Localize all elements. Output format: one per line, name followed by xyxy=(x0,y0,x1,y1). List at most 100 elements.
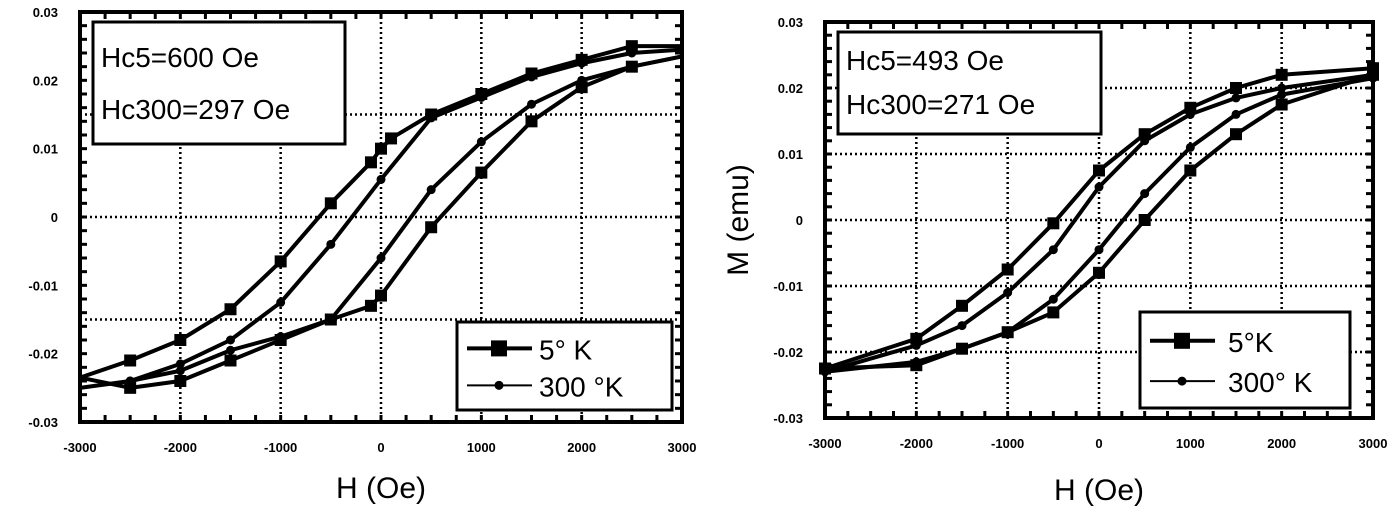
data-point xyxy=(1138,214,1151,226)
coercivity-annotation: Hc5=600 Oe xyxy=(101,42,259,73)
data-point xyxy=(124,354,137,367)
data-point xyxy=(1093,164,1105,177)
data-point xyxy=(956,299,968,312)
data-point xyxy=(426,113,436,123)
legend-label: 300 °K xyxy=(539,371,624,402)
data-point xyxy=(575,81,588,94)
data-point xyxy=(224,303,237,316)
x-tick-label: 2000 xyxy=(567,440,596,455)
data-point xyxy=(476,92,486,102)
x-tick-label: 0 xyxy=(377,440,384,455)
x-tick-label: -1000 xyxy=(264,440,297,455)
data-point xyxy=(475,166,488,179)
data-point xyxy=(1185,142,1195,152)
data-point xyxy=(364,156,377,169)
legend-marker xyxy=(1174,332,1190,349)
data-point xyxy=(1368,73,1378,83)
y-tick-label: 0.02 xyxy=(33,73,58,88)
data-point xyxy=(175,366,185,376)
data-point xyxy=(174,334,187,346)
data-point xyxy=(364,299,377,312)
y-tick-label: -0.01 xyxy=(773,279,803,294)
x-axis-label: H (Oe) xyxy=(336,472,426,505)
coercivity-annotation: Hc5=493 Oe xyxy=(846,45,1004,76)
data-point xyxy=(425,221,438,234)
legend-label: 5°K xyxy=(1228,327,1274,358)
data-point xyxy=(1275,68,1288,81)
data-point xyxy=(625,40,638,53)
y-tick-label: 0 xyxy=(796,213,803,228)
data-point xyxy=(1001,263,1014,276)
data-point xyxy=(226,345,235,355)
data-point xyxy=(957,321,967,331)
x-tick-label: 0 xyxy=(1095,436,1102,451)
data-point xyxy=(1003,288,1013,298)
x-axis-label: H (Oe) xyxy=(1054,474,1144,507)
y-tick-label: -0.02 xyxy=(28,347,58,362)
legend-marker xyxy=(491,340,507,357)
data-point xyxy=(1184,164,1197,177)
x-tick-label: -3000 xyxy=(808,436,841,451)
data-point xyxy=(376,253,386,263)
data-point xyxy=(1230,128,1242,141)
data-point xyxy=(385,132,398,145)
data-point xyxy=(226,335,235,345)
legend-box xyxy=(455,320,674,412)
data-point xyxy=(911,357,921,367)
data-point xyxy=(476,137,486,147)
legend-label: 5° K xyxy=(539,334,593,365)
y-tick-label: 0.01 xyxy=(778,147,803,162)
legend-label: 300° K xyxy=(1228,367,1313,398)
y-tick-label: 0 xyxy=(51,210,58,225)
data-point xyxy=(910,332,923,345)
data-point xyxy=(957,344,967,354)
series-2 xyxy=(78,47,683,390)
data-point xyxy=(224,354,237,367)
data-point xyxy=(1230,82,1242,94)
data-point xyxy=(1048,245,1058,255)
data-point xyxy=(1003,327,1013,337)
y-tick-label: 0.02 xyxy=(778,81,803,96)
data-point xyxy=(1277,83,1287,93)
data-point xyxy=(1231,109,1241,119)
data-point xyxy=(1140,189,1150,199)
y-tick-label: -0.03 xyxy=(773,411,803,426)
y-tick-label: -0.03 xyxy=(28,415,58,430)
data-point xyxy=(276,297,286,307)
data-point xyxy=(125,376,135,386)
coercivity-annotation: Hc300=297 Oe xyxy=(101,94,290,125)
legend-box xyxy=(1138,310,1352,410)
series-2 xyxy=(820,70,1378,377)
x-tick-label: 3000 xyxy=(668,440,697,455)
data-point xyxy=(1047,217,1060,230)
data-point xyxy=(375,289,387,302)
data-point xyxy=(376,174,386,184)
y-tick-label: -0.01 xyxy=(28,278,58,293)
data-point xyxy=(1185,109,1195,119)
data-point xyxy=(175,359,185,369)
data-point xyxy=(627,48,637,58)
y-tick-label: 0.01 xyxy=(33,142,58,157)
data-point xyxy=(577,75,587,85)
y-tick-label: 0.03 xyxy=(33,5,58,20)
data-point xyxy=(527,99,536,109)
legend-marker xyxy=(1177,376,1187,386)
chart-1: -3000 -2000 -1000 0 1000 2000 3000 0.03 0.02 0.01… xyxy=(28,5,696,505)
data-point xyxy=(324,197,337,210)
data-point xyxy=(1094,245,1104,255)
data-point xyxy=(1093,266,1105,279)
data-point xyxy=(1184,101,1197,114)
legend-marker xyxy=(494,380,504,390)
series-line xyxy=(78,44,683,390)
coercivity-annotation: Hc300=271 Oe xyxy=(846,89,1035,120)
data-point xyxy=(124,381,137,394)
data-point xyxy=(174,375,187,387)
data-point xyxy=(525,115,538,128)
data-point xyxy=(820,367,830,377)
plot-frame xyxy=(78,10,684,424)
data-point xyxy=(426,185,436,195)
x-tick-label: -1000 xyxy=(991,436,1024,451)
data-point xyxy=(274,255,287,268)
annotation-box xyxy=(836,30,1103,136)
